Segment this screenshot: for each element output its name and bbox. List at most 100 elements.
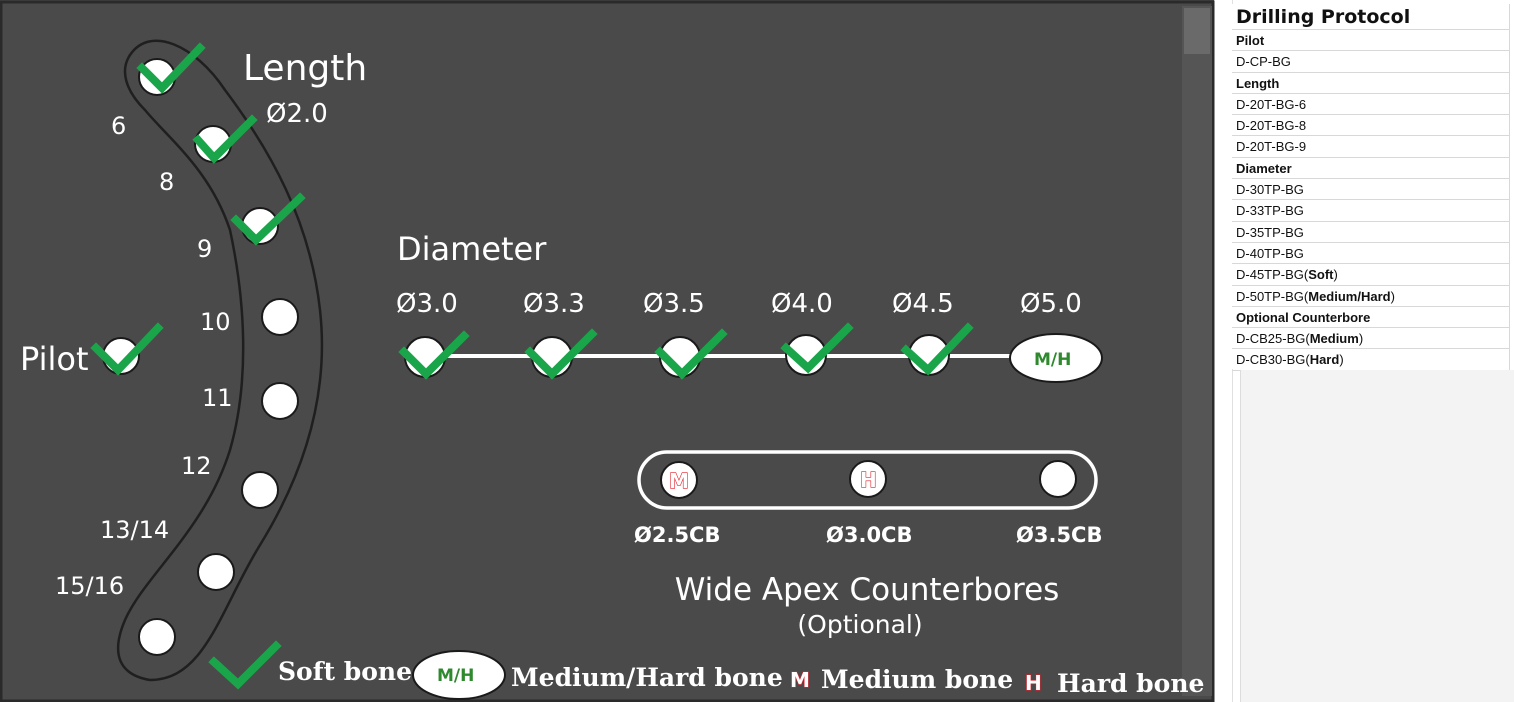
protocol-row-text: D-40TP-BG [1236,245,1304,261]
protocol-section-header[interactable]: Length [1232,72,1510,94]
length-label-11: 11 [202,384,233,412]
length-hole-10[interactable] [261,298,299,336]
spreadsheet-empty-area [1240,370,1514,702]
check-icon [780,322,854,374]
protocol-row-text: D-CB30-BG( [1236,352,1310,368]
diameter-label-4-5: Ø4.5 [892,289,954,319]
length-label-10: 10 [200,308,231,336]
protocol-section-header[interactable]: Diameter [1232,157,1510,180]
protocol-row-text: D-20T-BG-6 [1236,96,1307,112]
protocol-row-text: D-30TP-BG [1236,182,1304,198]
diameter-mh-mark: M/H [1034,350,1071,370]
protocol-row-text: Optional Counterbore [1236,309,1371,325]
diameter-label-3-5: Ø3.5 [643,289,705,319]
protocol-row[interactable]: D-20T-BG-9 [1232,136,1510,158]
check-icon [524,328,598,380]
length-label-6: 6 [111,112,126,140]
protocol-row-bone-type: Medium/Hard [1308,288,1391,304]
length-hole-11[interactable] [261,382,299,420]
check-icon [136,42,206,94]
counterbore-hole-2-5[interactable] [660,461,698,499]
check-marks [90,42,974,380]
scrollbar-thumb[interactable] [1184,8,1210,54]
protocol-row-suffix: ) [1339,352,1344,368]
legend-medium-label: Medium bone [821,665,1013,694]
protocol-row-text: D-33TP-BG [1236,203,1304,219]
protocol-row-text: Length [1236,75,1280,91]
length-label-13-14: 13/14 [100,516,169,544]
counterbore-hole-3-0[interactable] [849,460,887,498]
length-hole-15-16[interactable] [138,618,176,656]
protocol-row[interactable]: D-35TP-BG [1232,221,1510,243]
protocol-row[interactable]: D-CB30-BG(Hard) [1232,349,1510,371]
counterbore-track [637,450,1098,510]
counterbore-label-3-0: Ø3.0CB [826,523,912,547]
check-icon [900,322,974,376]
protocol-section-header[interactable]: Pilot [1232,30,1510,52]
length-label-8: 8 [159,168,174,196]
protocol-row[interactable]: D-40TP-BG [1232,242,1510,265]
diameter-label-3-0: Ø3.0 [396,289,458,319]
check-icon [230,192,306,246]
diagram-border [0,0,1215,702]
protocol-row-suffix: ) [1358,331,1364,347]
protocol-row-bone-type: Soft [1308,267,1334,283]
protocol-row-text: D-20T-BG-8 [1236,118,1307,134]
check-icon [398,330,470,380]
length-label-15-16: 15/16 [55,572,124,600]
protocol-row[interactable]: D-20T-BG-8 [1232,115,1510,137]
counterbore-label-3-5: Ø3.5CB [1016,523,1102,547]
length-hole-12[interactable] [241,471,279,509]
protocol-row-text: D-CB25-BG( [1236,331,1310,347]
counterbore-hole-3-5[interactable] [1039,460,1077,498]
protocol-row[interactable]: D-45TP-BG(Soft) [1232,264,1510,286]
length-label-12: 12 [181,452,212,480]
counterbore-title: Wide Apex Counterbores [675,572,1060,608]
check-icon [654,328,728,380]
length-hole-13-14[interactable] [197,553,235,591]
protocol-row-bone-type: Medium [1309,331,1359,347]
counterbore-subtitle: (Optional) [797,610,922,639]
legend-h-mark: H [1025,671,1042,695]
legend: Soft bone M/H Medium/Hard bone M Medium … [208,640,1204,700]
legend-medium-hard-label: Medium/Hard bone [511,663,783,692]
drilling-protocol-table: Drilling Protocol Pilot D-CP-BG Length D-20… [1232,4,1514,371]
legend-mh-mark: M/H [437,666,474,686]
protocol-row[interactable]: D-20T-BG-6 [1232,93,1510,116]
diameter-label-3-3: Ø3.3 [523,289,585,319]
scrollbar-track[interactable] [1182,6,1212,696]
check-icon [192,114,258,164]
legend-soft-label: Soft bone [278,657,412,686]
legend-check-icon [208,640,282,690]
protocol-row-text: D-45TP-BG( [1236,267,1309,283]
protocol-row-text: Pilot [1236,33,1265,48]
pilot-label: Pilot [20,340,89,378]
protocol-row[interactable]: D-50TP-BG(Medium/Hard) [1232,285,1510,307]
length-diameter-label: Ø2.0 [266,99,328,129]
diameter-label-5-0: Ø5.0 [1020,289,1082,319]
protocol-row-text: D-50TP-BG( [1236,288,1309,304]
protocol-row-suffix: ) [1333,267,1338,283]
diameter-label-4-0: Ø4.0 [771,289,833,319]
protocol-row-text: D-20T-BG-9 [1236,139,1307,155]
protocol-row-text: D-CP-BG [1236,54,1291,70]
length-title: Length [243,48,367,89]
protocol-row[interactable]: D-33TP-BG [1232,200,1510,222]
protocol-row[interactable]: D-CP-BG [1232,51,1510,73]
protocol-row-text: D-35TP-BG [1236,224,1304,240]
length-track-outline [116,39,324,682]
protocol-section-header[interactable]: Optional Counterbore [1232,306,1510,329]
check-icon [90,322,164,376]
legend-mh-oval [412,650,506,700]
diameter-hole-5-0[interactable] [1009,333,1103,383]
protocol-row-suffix: ) [1390,288,1395,304]
counterbore-label-2-5: Ø2.5CB [634,523,720,547]
protocol-row[interactable]: D-30TP-BG [1232,179,1510,201]
protocol-row-bone-type: Hard [1309,352,1340,368]
protocol-row[interactable]: D-CB25-BG(Medium) [1232,328,1510,350]
protocol-rows: Pilot D-CP-BG Length D-20T-BG-6 D-20T-BG-8 D-… [1232,30,1514,371]
diameter-title: Diameter [397,230,547,268]
counterbore-mark-m: M [669,469,689,493]
legend-hard-label: Hard bone [1057,669,1204,698]
